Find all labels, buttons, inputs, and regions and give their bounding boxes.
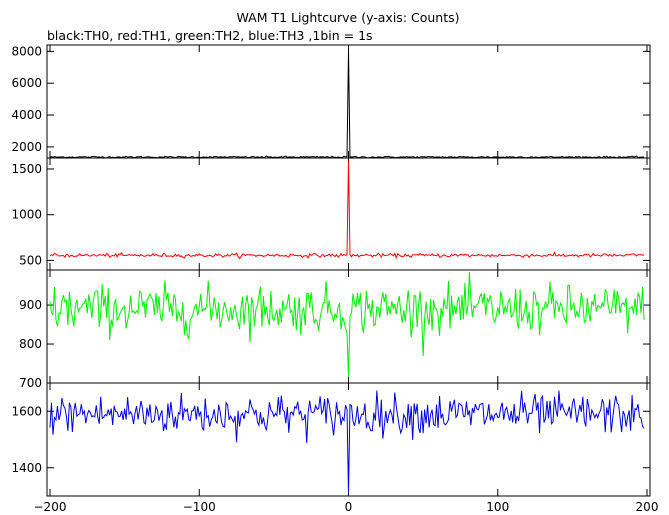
y-tick-label: 1000: [11, 208, 42, 222]
y-tick-label: 6000: [11, 76, 42, 90]
panel-th3: 1400 1600: [11, 382, 651, 497]
x-tick-label: 0: [345, 500, 353, 514]
y-tick-label: 700: [19, 376, 42, 390]
y-tick-label: 800: [19, 337, 42, 351]
x-tick-label: 200: [636, 500, 659, 514]
series-line-th0: [49, 50, 645, 159]
y-tick-label: 8000: [11, 44, 42, 58]
x-axis: −200 −100 0 100 200: [34, 500, 659, 514]
series-line-th3: [49, 390, 645, 494]
y-tick-label: 1500: [11, 162, 42, 176]
y-tick-label: 500: [19, 253, 42, 267]
y-tick-label: 2000: [11, 140, 42, 154]
x-tick-label: 100: [486, 500, 509, 514]
x-tick-label: −200: [34, 500, 67, 514]
series-line-th2: [49, 272, 645, 378]
y-tick-label: 4000: [11, 108, 42, 122]
panel-th2: 700 800 900: [19, 269, 651, 390]
y-tick-label: 1600: [11, 404, 42, 418]
panels-group: 2000 4000 6000 8000 500 1000 1500 700 800 900 1400…: [11, 44, 651, 497]
panel-th1: 500 1000 1500: [11, 157, 651, 271]
chart-title: WAM T1 Lightcurve (y-axis: Counts): [236, 10, 459, 25]
series-line-th1: [49, 160, 645, 260]
y-tick-label: 1400: [11, 461, 42, 475]
x-tick-label: −100: [183, 500, 216, 514]
y-tick-label: 900: [19, 298, 42, 312]
chart-subtitle: black:TH0, red:TH1, green:TH2, blue:TH3 …: [47, 28, 373, 43]
panel-th0: 2000 4000 6000 8000: [11, 44, 651, 159]
